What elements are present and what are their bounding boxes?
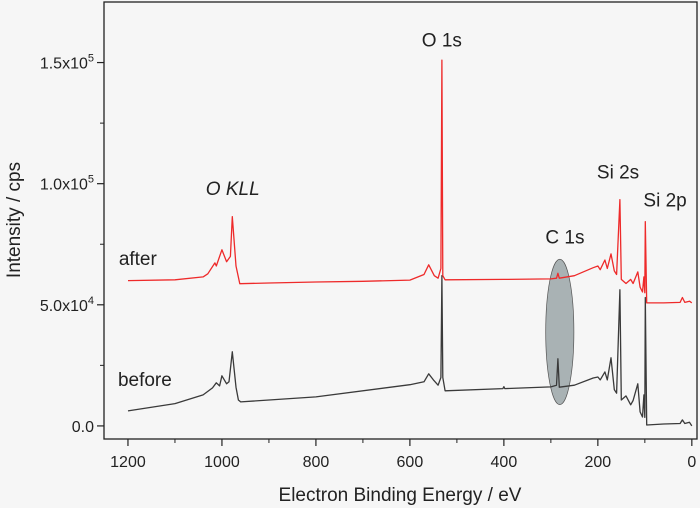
x-tick-label: 200: [585, 454, 612, 471]
peak-label-o-1s: O 1s: [422, 31, 462, 52]
peak-label-si-2p: Si 2p: [643, 191, 686, 212]
peak-label-o-kll: O KLL: [206, 179, 260, 200]
plot-frame: [103, 1, 698, 440]
x-tick-label: 600: [397, 454, 424, 471]
c1s-highlight-ellipse: [545, 258, 575, 405]
x-tick-label: 0: [687, 454, 696, 471]
x-tick-label: 400: [491, 454, 518, 471]
y-axis-title: Intensity / cps: [4, 162, 25, 278]
y-tick-label: 1.0x105: [40, 174, 94, 194]
y-tick-label: 0.0: [72, 419, 94, 436]
x-axis-title: Electron Binding Energy / eV: [279, 485, 522, 506]
x-tick-label: 800: [303, 454, 330, 471]
series-line-before: [127, 275, 693, 427]
series-layer: [127, 59, 693, 427]
x-tick-label: 1000: [204, 454, 240, 471]
y-tick-label: 1.5x105: [40, 53, 94, 73]
peak-label-c-1s: C 1s: [545, 228, 584, 249]
y-tick-label: 5.0x104: [40, 295, 94, 315]
axes-layer: 1200 1000 800 600 400 200 0 0.0 5.0x104 1.0x105 1.…: [40, 1, 698, 471]
peak-label-before: before: [118, 370, 172, 391]
series-line-after: [127, 59, 693, 304]
peak-label-si-2s: Si 2s: [597, 163, 639, 184]
x-tick-label: 1200: [110, 454, 146, 471]
peak-label-after: after: [119, 249, 158, 270]
